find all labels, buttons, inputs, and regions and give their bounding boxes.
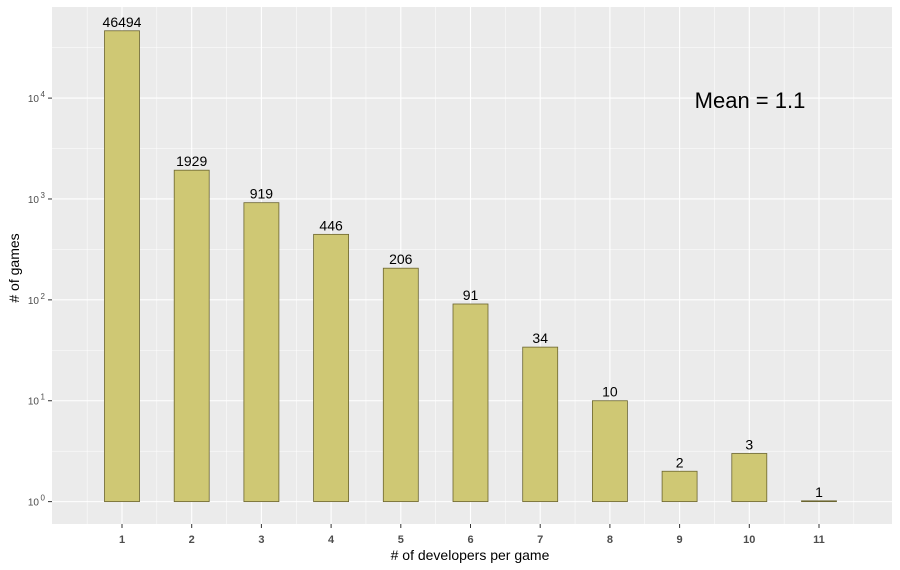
bar-3: [243, 202, 280, 503]
bar-value-label: 46494: [103, 14, 142, 30]
x-tick-label: 1: [119, 534, 125, 546]
y-tick-label: 10: [28, 195, 40, 206]
bar-labels-group: 46494 1929 919 446 206 91 34 10 2 3 1: [103, 14, 824, 500]
bar-5: [382, 267, 419, 503]
x-tick-label: 6: [467, 534, 473, 546]
y-tick-exponent: 0: [41, 494, 46, 503]
bar-value-label: 34: [532, 330, 548, 346]
bar-1: [104, 30, 140, 503]
bar-2: [173, 169, 210, 503]
x-tick-label: 9: [677, 534, 683, 546]
bar-value-label: 1929: [176, 153, 207, 169]
bars-group: [104, 30, 837, 503]
bar-4: [313, 233, 350, 503]
x-tick-label: 5: [398, 534, 404, 546]
x-axis: 1 2 3 4 5 6 7 8 9 10 11: [119, 524, 825, 546]
x-tick-label: 8: [607, 534, 613, 546]
x-tick-label: 11: [813, 534, 825, 546]
bar-6: [452, 303, 489, 503]
bar-7: [522, 346, 559, 503]
y-tick-label: 10: [28, 296, 40, 307]
bar-10: [731, 453, 768, 503]
x-tick-label: 4: [328, 534, 335, 546]
y-tick-label: 10: [28, 94, 40, 105]
y-tick-label: 10: [28, 397, 40, 408]
x-tick-label: 3: [258, 534, 264, 546]
bar-8: [592, 400, 628, 503]
x-tick-label: 10: [743, 534, 755, 546]
bar-value-label: 3: [745, 436, 753, 452]
x-axis-title: # of developers per game: [391, 547, 550, 563]
x-tick-label: 2: [189, 534, 195, 546]
y-axis-title: # of games: [6, 233, 22, 302]
bar-value-label: 91: [463, 287, 479, 303]
x-tick-label: 7: [537, 534, 543, 546]
bar-11: [801, 500, 837, 503]
bar-9: [661, 470, 698, 503]
y-tick-exponent: 2: [41, 292, 46, 301]
y-tick-label: 10: [28, 498, 40, 509]
bar-value-label: 446: [319, 217, 343, 233]
bar-value-label: 1: [815, 484, 823, 500]
y-tick-exponent: 1: [41, 393, 46, 402]
y-tick-exponent: 4: [41, 90, 46, 99]
bar-value-label: 206: [389, 251, 413, 267]
annotation-mean: Mean = 1.1: [695, 88, 806, 113]
y-tick-exponent: 3: [41, 191, 46, 200]
bar-value-label: 10: [602, 384, 618, 400]
bar-value-label: 2: [676, 454, 684, 470]
bar-value-label: 919: [250, 186, 274, 202]
